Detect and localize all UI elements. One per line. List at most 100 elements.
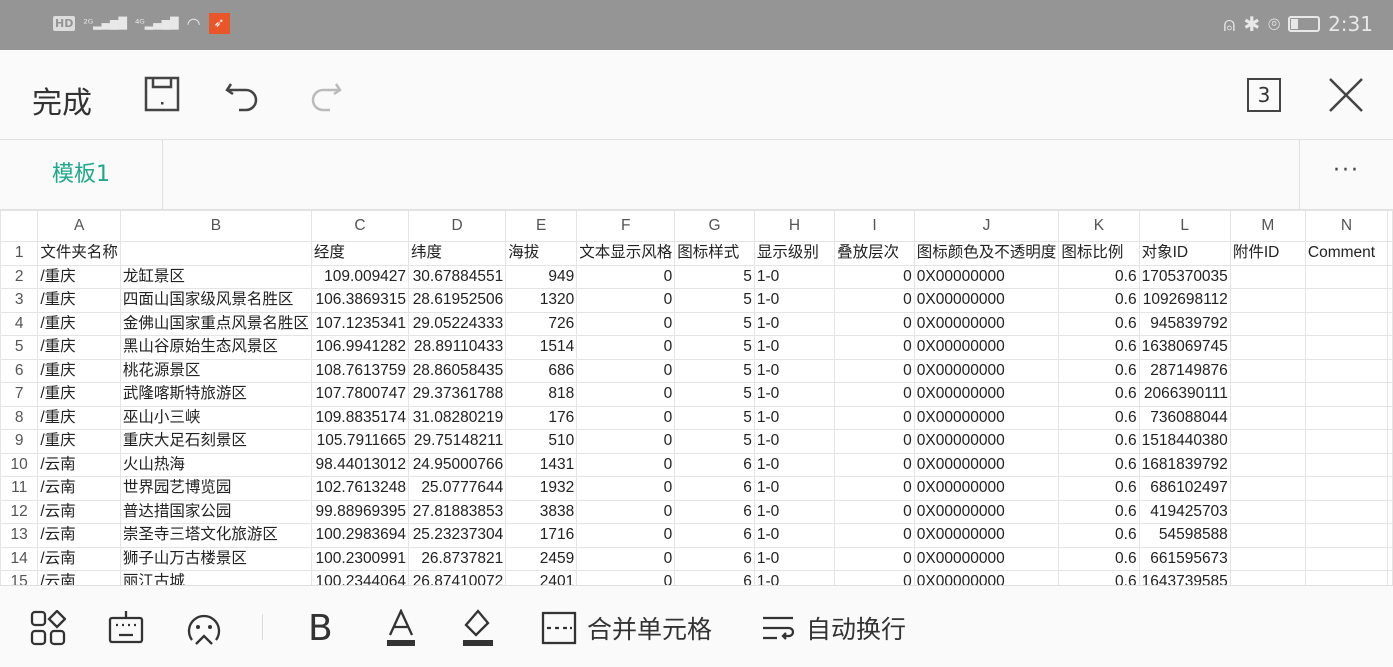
cell[interactable]: 崇圣寺三塔文化旅游区	[119, 523, 312, 548]
voice-assistant-button[interactable]	[186, 610, 222, 646]
cell[interactable]: 1643739585	[1138, 570, 1231, 585]
cell[interactable]: /重庆	[37, 358, 121, 383]
cell[interactable]	[1229, 405, 1306, 430]
cell[interactable]	[1387, 476, 1393, 501]
sheet-tab-template1[interactable]: 模板1	[0, 140, 163, 210]
cell[interactable]: 0.6	[1058, 358, 1140, 383]
cell[interactable]: 0X00000000	[913, 264, 1060, 289]
bold-button[interactable]: B	[308, 608, 333, 649]
cell[interactable]	[1229, 523, 1306, 548]
cell[interactable]: 1514	[505, 335, 578, 360]
cell[interactable]: 1-0	[753, 288, 836, 313]
cell[interactable]: 6	[674, 452, 755, 477]
cell[interactable]: 0X00000000	[913, 546, 1060, 571]
cell[interactable]: 6	[674, 570, 755, 585]
cell[interactable]: 0X00000000	[913, 476, 1060, 501]
column-header-n[interactable]: N	[1304, 210, 1389, 242]
cell[interactable]: 0.6	[1058, 429, 1140, 454]
cell[interactable]: 0.6	[1058, 476, 1140, 501]
cell[interactable]: 0.6	[1058, 405, 1140, 430]
select-all-corner[interactable]	[0, 210, 39, 242]
column-header-l[interactable]: L	[1138, 210, 1231, 242]
cell[interactable]: 0	[834, 499, 915, 524]
cell[interactable]: 0	[834, 264, 915, 289]
column-header-i[interactable]: I	[834, 210, 915, 242]
cell[interactable]: 6	[674, 499, 755, 524]
cell[interactable]: /云南	[37, 452, 121, 477]
column-header-g[interactable]: G	[674, 210, 755, 242]
cell[interactable]	[1387, 429, 1393, 454]
cell[interactable]: 2066390111	[1138, 382, 1231, 407]
header-cell[interactable]: 对象ID	[1138, 241, 1231, 266]
cell[interactable]: 0.6	[1058, 264, 1140, 289]
cell[interactable]	[1304, 264, 1389, 289]
cell[interactable]: 0X00000000	[913, 405, 1060, 430]
cell[interactable]: 945839792	[1138, 311, 1231, 336]
spreadsheet-grid[interactable]: A B C D E F G H I J K L M N 1 文件夹名称 经度 纬度 海拔 文本显示风格 图标样式 显示级别…	[0, 210, 1393, 585]
cell[interactable]	[1229, 546, 1306, 571]
cell[interactable]	[1304, 546, 1389, 571]
column-header-b[interactable]: B	[119, 210, 312, 242]
header-cell[interactable]: 图标样式	[674, 241, 755, 266]
cell[interactable]: 桃花源景区	[119, 358, 312, 383]
cell[interactable]: 0X00000000	[913, 311, 1060, 336]
cell[interactable]: 108.7613759	[310, 358, 410, 383]
cell[interactable]	[1304, 405, 1389, 430]
cell[interactable]: 0	[834, 335, 915, 360]
cell[interactable]: 6	[674, 546, 755, 571]
cell[interactable]: 5	[674, 429, 755, 454]
cell[interactable]: 2459	[505, 546, 578, 571]
cell[interactable]: 28.86058435	[408, 358, 507, 383]
cell[interactable]: 1092698112	[1138, 288, 1231, 313]
cell[interactable]: 29.05224333	[408, 311, 507, 336]
cell[interactable]: 1-0	[753, 523, 836, 548]
cell[interactable]: 0	[834, 546, 915, 571]
header-cell[interactable]: 纬度	[408, 241, 507, 266]
header-cell[interactable]: 附件ID	[1229, 241, 1306, 266]
cell[interactable]	[1304, 311, 1389, 336]
row-header[interactable]: 7	[0, 382, 39, 407]
cell[interactable]: 0	[576, 476, 676, 501]
cell[interactable]: 1320	[505, 288, 578, 313]
cell[interactable]: 重庆大足石刻景区	[119, 429, 312, 454]
row-header[interactable]: 6	[0, 358, 39, 383]
cell[interactable]: 0	[576, 405, 676, 430]
cell[interactable]: 0.6	[1058, 335, 1140, 360]
cell[interactable]: 24.95000766	[408, 452, 507, 477]
header-cell[interactable]: 图标颜色及不透明度	[913, 241, 1060, 266]
column-header-j[interactable]: J	[913, 210, 1060, 242]
cell[interactable]: 99.88969395	[310, 499, 410, 524]
cell[interactable]: 世界园艺博览园	[119, 476, 312, 501]
cell[interactable]: 0	[576, 382, 676, 407]
row-header[interactable]: 15	[0, 570, 39, 585]
cell[interactable]: 1518440380	[1138, 429, 1231, 454]
cell[interactable]: 736088044	[1138, 405, 1231, 430]
row-header[interactable]: 4	[0, 311, 39, 336]
undo-icon[interactable]	[225, 76, 261, 112]
cell[interactable]: 26.87410072	[408, 570, 507, 585]
cell[interactable]: 龙缸景区	[119, 264, 312, 289]
cell[interactable]: 0	[576, 288, 676, 313]
header-cell[interactable]: 显示级别	[753, 241, 836, 266]
cell[interactable]: 5	[674, 288, 755, 313]
cell[interactable]: 0X00000000	[913, 523, 1060, 548]
header-cell[interactable]: 文本显示风格	[576, 241, 676, 266]
row-header[interactable]: 3	[0, 288, 39, 313]
cell[interactable]: 0	[834, 405, 915, 430]
cell[interactable]: 1-0	[753, 405, 836, 430]
cell[interactable]: 106.3869315	[310, 288, 410, 313]
cell[interactable]: 狮子山万古楼景区	[119, 546, 312, 571]
cell[interactable]: 0	[576, 546, 676, 571]
cell[interactable]: /重庆	[37, 405, 121, 430]
cell[interactable]: 1-0	[753, 452, 836, 477]
cell[interactable]: 1705370035	[1138, 264, 1231, 289]
cell[interactable]: 661595673	[1138, 546, 1231, 571]
cell[interactable]	[1304, 358, 1389, 383]
cell[interactable]	[1387, 405, 1393, 430]
cell[interactable]	[1387, 523, 1393, 548]
cell[interactable]: 0	[834, 358, 915, 383]
cell[interactable]	[1304, 288, 1389, 313]
cell[interactable]	[1387, 311, 1393, 336]
cell[interactable]: 5	[674, 335, 755, 360]
cell[interactable]: 25.23237304	[408, 523, 507, 548]
